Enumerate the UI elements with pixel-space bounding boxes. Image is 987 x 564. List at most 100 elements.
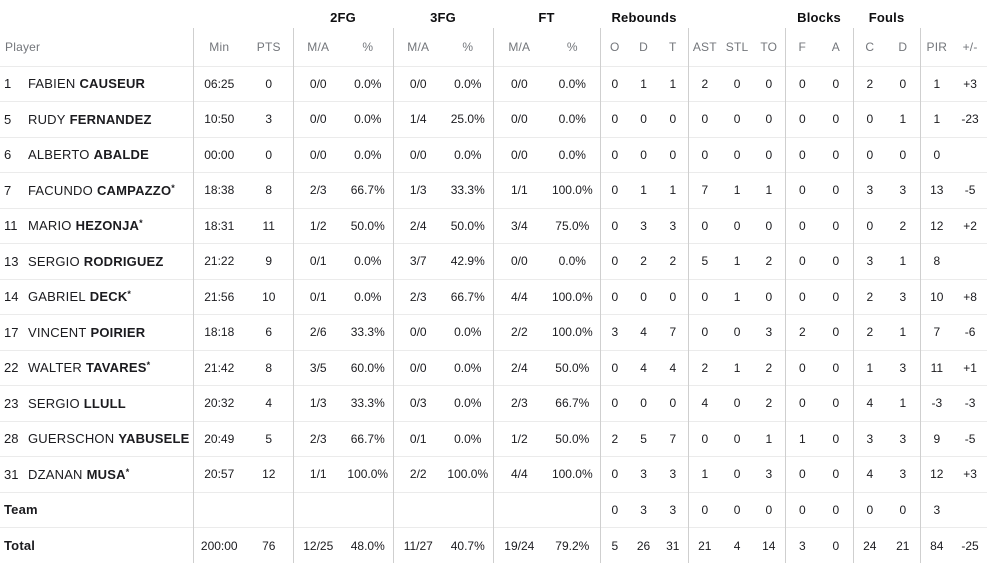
player-first-name: VINCENT bbox=[28, 324, 87, 340]
stat-cell: 79.2% bbox=[545, 527, 601, 563]
stat-cell: 33.3% bbox=[343, 314, 394, 350]
stat-cell: 0 bbox=[819, 349, 854, 386]
stat-cell: 0/0 bbox=[492, 101, 546, 137]
stat-cell: 0 bbox=[721, 136, 754, 173]
player-first-name: MARIO bbox=[28, 218, 72, 234]
stat-cell: 0 bbox=[819, 136, 854, 173]
stat-cell: 21:42 bbox=[192, 349, 245, 386]
stat-cell: 0 bbox=[753, 101, 786, 137]
stat-cell: 3 bbox=[245, 101, 293, 137]
player-number: 5 bbox=[4, 111, 12, 127]
stat-cell: 100.0% bbox=[443, 456, 494, 492]
stat-cell: 0.0% bbox=[443, 385, 494, 421]
stat-cell: 1 bbox=[919, 65, 954, 102]
stat-cell: 06:25 bbox=[192, 65, 245, 102]
stat-cell: 3 bbox=[658, 491, 689, 528]
stat-cell: 1 bbox=[629, 65, 659, 102]
stat-cell: +3 bbox=[953, 65, 987, 102]
stat-cell: 100.0% bbox=[545, 278, 601, 315]
player-cell: 13 SERGIO RODRIGUEZ bbox=[0, 243, 193, 279]
stat-cell: 0 bbox=[721, 456, 754, 492]
table-header: 2FG 3FG FT Rebounds Blocks Fouls Player Min PTS… bbox=[0, 0, 987, 66]
player-number: 11 bbox=[4, 218, 18, 234]
stat-cell: 21:22 bbox=[192, 243, 245, 279]
table-row: 6 ALBERTO ABALDE 00:00 0 0/0 0.0% 0/0 0.0% 0/0 0.0… bbox=[0, 136, 987, 173]
stat-cell: 0 bbox=[819, 385, 854, 421]
stat-cell: 2 bbox=[658, 243, 689, 279]
stat-cell bbox=[953, 243, 987, 279]
stat-cell: 2 bbox=[599, 420, 630, 457]
stat-cell: 0.0% bbox=[343, 243, 394, 279]
stat-cell: 0 bbox=[819, 207, 854, 244]
stat-cell: 0 bbox=[852, 101, 887, 137]
stat-cell: 2 bbox=[687, 65, 722, 102]
stat-cell: 0 bbox=[599, 207, 630, 244]
stat-cell: 0.0% bbox=[443, 314, 494, 350]
stat-cell: 21 bbox=[886, 527, 921, 563]
stat-cell: 0 bbox=[721, 65, 754, 102]
column-header-d: D bbox=[898, 39, 908, 54]
stat-cell: 0 bbox=[721, 207, 754, 244]
stat-cell: 200:00 bbox=[192, 527, 245, 563]
stat-cell: 0/1 bbox=[392, 420, 444, 457]
stat-cell: 00:00 bbox=[192, 136, 245, 173]
stat-cell: 0 bbox=[599, 243, 630, 279]
stat-cell: 11/27 bbox=[392, 527, 444, 563]
stat-cell: 50.0% bbox=[343, 207, 394, 244]
column-group-label: 2FG bbox=[330, 9, 356, 25]
player-number: 13 bbox=[4, 253, 19, 269]
stat-cell: 0 bbox=[245, 136, 293, 173]
player-first-name: DZANAN bbox=[28, 466, 83, 482]
stat-cell: 21:56 bbox=[192, 278, 245, 315]
column-header-: % bbox=[362, 39, 374, 54]
stat-cell: 3 bbox=[599, 314, 630, 350]
stat-cell: 76 bbox=[245, 527, 293, 563]
stat-cell: 3/4 bbox=[492, 207, 546, 244]
stat-cell bbox=[192, 491, 245, 528]
stat-cell: 0/1 bbox=[292, 243, 343, 279]
column-header-: % bbox=[462, 39, 474, 54]
stat-cell: 3/7 bbox=[392, 243, 444, 279]
stat-cell: 1 bbox=[886, 101, 921, 137]
stat-cell: 2/3 bbox=[492, 385, 546, 421]
stat-cell: 4 bbox=[629, 314, 659, 350]
player-last-name: HEZONJA bbox=[75, 218, 140, 234]
stat-cell: 4/4 bbox=[492, 456, 546, 492]
stat-cell: 0 bbox=[658, 136, 689, 173]
stat-cell: 0 bbox=[687, 314, 722, 350]
stat-cell: 1/2 bbox=[292, 207, 343, 244]
table-row: 14 GABRIEL DECK* 21:56 10 0/1 0.0% 2/3 66.7% 4/4 1… bbox=[0, 278, 987, 315]
player-cell: 17 VINCENT POIRIER bbox=[0, 314, 193, 350]
stat-cell: 60.0% bbox=[343, 349, 394, 386]
stat-cell: 1/1 bbox=[292, 456, 343, 492]
starter-mark: * bbox=[127, 289, 131, 300]
stat-cell: 0 bbox=[599, 65, 630, 102]
stat-cell: 2/2 bbox=[492, 314, 546, 350]
stat-cell: 3 bbox=[629, 456, 659, 492]
player-cell: 14 GABRIEL DECK* bbox=[0, 278, 193, 315]
stat-cell: 2 bbox=[784, 314, 820, 350]
stat-cell: 5 bbox=[629, 420, 659, 457]
stat-cell: 3 bbox=[886, 278, 921, 315]
stat-cell: 48.0% bbox=[343, 527, 394, 563]
table-row: 31 DZANAN MUSA* 20:57 12 1/1 100.0% 2/2 100.0% 4/… bbox=[0, 456, 987, 492]
player-number: 1 bbox=[4, 76, 12, 92]
stat-cell: +8 bbox=[953, 278, 987, 315]
stat-cell: 1 bbox=[753, 172, 786, 208]
player-last-name: LLULL bbox=[83, 395, 126, 411]
stat-cell: 2/3 bbox=[292, 172, 343, 208]
stat-cell: 1/1 bbox=[492, 172, 546, 208]
summary-label: Team bbox=[4, 502, 38, 518]
stat-cell: 75.0% bbox=[545, 207, 601, 244]
stat-cell bbox=[953, 491, 987, 528]
player-first-name: RUDY bbox=[28, 111, 66, 127]
stat-cell: 0 bbox=[721, 420, 754, 457]
stat-cell: 0 bbox=[886, 65, 921, 102]
stat-cell: 0 bbox=[852, 136, 887, 173]
stat-cell bbox=[492, 491, 546, 528]
column-group-spacer bbox=[688, 0, 785, 28]
column-header-pir: PIR bbox=[919, 28, 954, 66]
stat-cell: 0 bbox=[599, 101, 630, 137]
stat-cell: 0/0 bbox=[492, 243, 546, 279]
stat-cell: 0.0% bbox=[545, 136, 601, 173]
